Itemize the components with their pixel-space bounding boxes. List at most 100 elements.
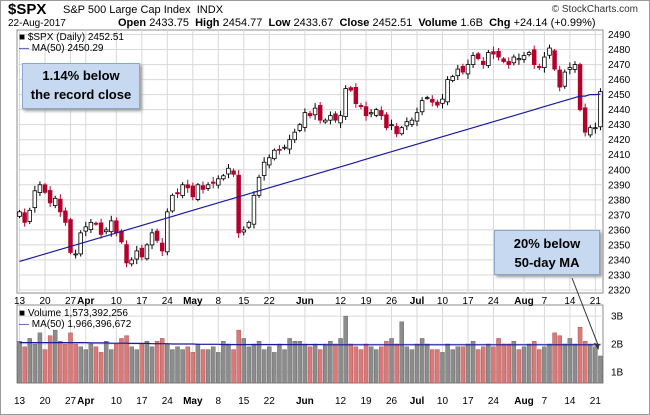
high-label: High [195, 17, 220, 29]
price-x-axis-label: Jul [410, 296, 425, 307]
volume-bar [562, 343, 568, 384]
candle-body [63, 210, 68, 223]
volume-bar [78, 346, 83, 384]
volume-bar [154, 341, 160, 384]
candle-body [22, 212, 27, 223]
volume-bar [42, 349, 48, 384]
open-value: 2433.75 [149, 17, 189, 29]
volume-x-axis-label: 20 [39, 396, 51, 407]
volume-bar [358, 349, 364, 384]
price-x-axis-label: 27 [65, 296, 77, 307]
candle-body [144, 244, 150, 260]
volume-bar [63, 343, 68, 384]
price-x-axis-label: 24 [162, 296, 174, 307]
candle-body [277, 148, 282, 151]
volume-bar [73, 343, 78, 384]
candle-body [353, 87, 359, 105]
volume-x-axis-label: 7 [542, 396, 548, 407]
candle-body [363, 106, 369, 117]
volume-bar [470, 341, 476, 384]
candle-body [323, 119, 328, 123]
volume-bar [496, 338, 501, 384]
candle-body [17, 211, 22, 217]
volume-bar [491, 346, 496, 384]
price-x-axis-label: Jun [296, 296, 314, 307]
volume-x-axis-label: Apr [77, 396, 94, 407]
volume-bar [455, 346, 461, 384]
volume-bar [307, 346, 313, 384]
candle-body [42, 184, 48, 193]
candle-body [154, 230, 160, 241]
candle-body [68, 219, 73, 253]
candle-body [165, 211, 170, 253]
price-axis-tick-label: 2340 [608, 255, 631, 266]
volume-bar [52, 329, 58, 384]
candle-body [404, 121, 410, 127]
ma-callout: 20% below 50-day MA [494, 230, 600, 275]
candle-body [129, 259, 134, 265]
candle-body [577, 64, 583, 111]
quote-date: 22-Aug-2017 [8, 18, 66, 29]
price-x-axis-label: 17 [462, 296, 474, 307]
price-axis-tick-label: 2420 [608, 135, 631, 146]
candle-body [516, 58, 522, 61]
price-legend-series-text: $SPX (Daily) 2452.51 [27, 32, 124, 43]
candle-body [445, 79, 450, 103]
volume-bar [144, 341, 150, 384]
volume-bar [598, 355, 603, 384]
exchange-label: INDX [196, 4, 224, 16]
candle-body [149, 232, 155, 246]
volume-axis-tick-label: 1B [611, 367, 624, 378]
candle-body [175, 192, 180, 195]
volume-legend-series-text: Volume 1,573,392,256 [27, 308, 128, 319]
volume-bar [246, 346, 252, 384]
open-label: Open [118, 17, 147, 29]
volume-bar [68, 332, 73, 384]
callout-arrow [571, 277, 599, 347]
candle-body [103, 229, 109, 233]
volume-bar [236, 329, 241, 384]
candle-body [170, 194, 175, 212]
candle-body [470, 55, 476, 65]
volume-bar [180, 349, 185, 384]
vol-ma-swatch-icon: — [19, 319, 29, 330]
volume-bar [277, 343, 282, 384]
candle-body [440, 98, 445, 104]
volume-x-axis-label: Jun [296, 396, 314, 407]
volume-bar [577, 327, 583, 384]
volume-bar [109, 349, 114, 384]
price-legend-ma: — MA(50) 2450.29 [19, 43, 104, 54]
candle-body [521, 55, 527, 60]
volume-legend-series: ■ Volume 1,573,392,256 [19, 308, 128, 319]
quote-summary: Open 2433.75 High 2454.77 Low 2433.67 Cl… [118, 17, 596, 29]
volume-bar [572, 343, 578, 384]
volume-bar [165, 343, 170, 384]
volume-bar [521, 346, 527, 384]
volume-bar [414, 343, 420, 384]
candle-body [88, 221, 94, 230]
volume-bar [516, 349, 522, 384]
candle-body [267, 157, 272, 166]
candle-body [333, 113, 338, 121]
volume-legend-ma-text: MA(50) 1,966,396,672 [31, 319, 132, 330]
close-value: 2452.51 [372, 17, 413, 29]
volume-bar [542, 346, 547, 384]
volume-bar [175, 346, 180, 384]
volume-x-axis-label: 10 [111, 396, 123, 407]
price-axis-tick-label: 2450 [608, 90, 631, 101]
candle-body [282, 146, 287, 149]
candle-body [307, 113, 313, 117]
volume-bar [47, 335, 53, 384]
volume-bar [384, 341, 389, 384]
price-axis-tick-label: 2430 [608, 120, 631, 131]
price-x-axis-label: 19 [360, 296, 372, 307]
volume-bar [266, 346, 272, 384]
ma-callout-line1: 20% below [513, 236, 581, 251]
volume-ma50-line [19, 342, 601, 346]
candle-body [210, 181, 216, 184]
volume-bar [486, 343, 491, 384]
volume-x-axis-label: 15 [238, 396, 250, 407]
candle-body [582, 107, 588, 133]
volume-bar [593, 346, 598, 384]
low-value: 2433.67 [293, 17, 334, 29]
